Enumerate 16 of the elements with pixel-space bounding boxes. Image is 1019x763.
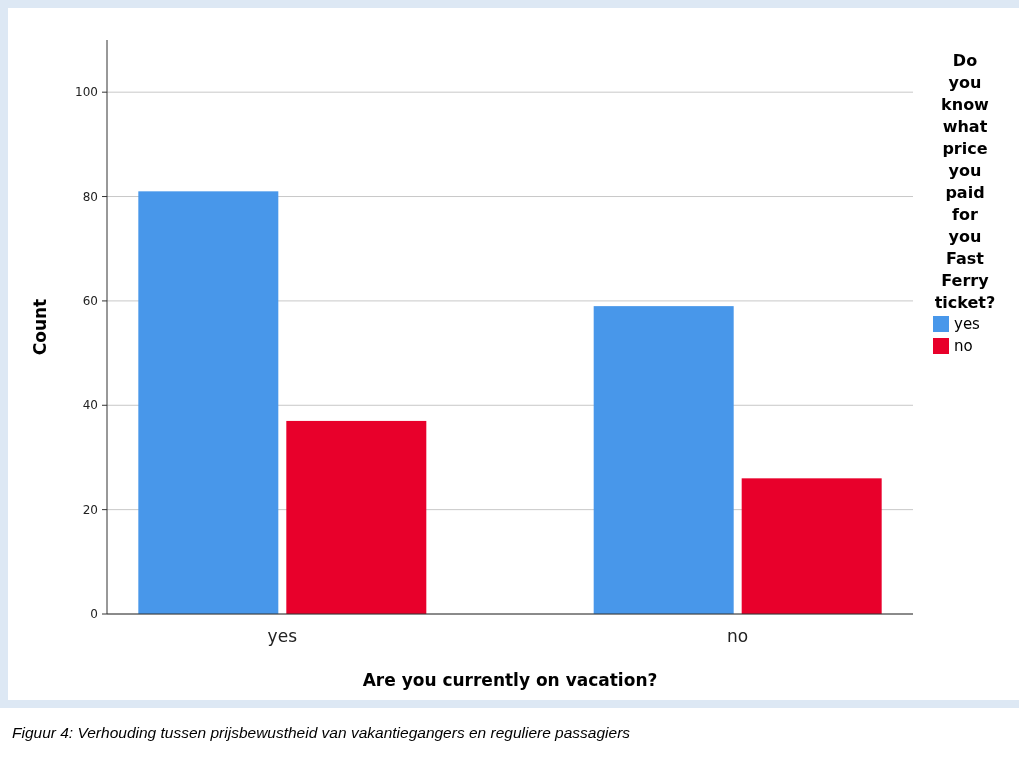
bar (593, 306, 734, 614)
y-tick-label: 100 (75, 85, 98, 100)
bar (741, 478, 882, 614)
y-tick-label: 40 (82, 398, 98, 413)
bar (286, 420, 427, 614)
y-tick-label: 20 (82, 502, 98, 517)
legend-label: yes (954, 315, 981, 334)
legend-label: no (954, 337, 973, 356)
y-axis-title: Count (30, 298, 50, 356)
y-tick-label: 0 (90, 607, 98, 622)
text: Do you know what price you paid for you Fast Ferry ticket? (934, 51, 996, 312)
y-tick-label: 60 (82, 294, 98, 309)
bar (138, 191, 279, 614)
text: Figuur 4: Verhouding tussen prijsbewustheid van vakantiegangers en reguliere passagiers (12, 724, 631, 741)
y-tick-label: 80 (82, 189, 98, 204)
x-axis-title: Are you currently on vacation? (362, 670, 658, 690)
